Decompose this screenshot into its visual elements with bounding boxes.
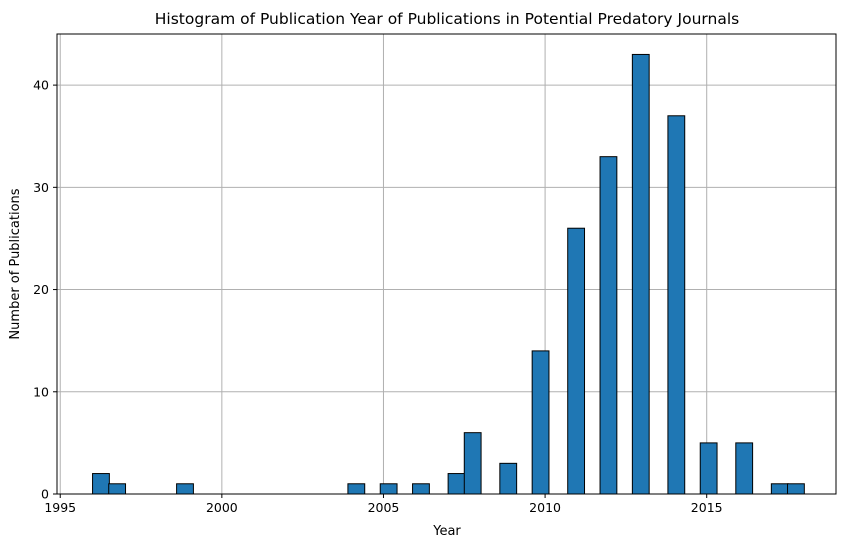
histogram-bar	[379, 483, 398, 495]
plot-frame	[56, 33, 837, 495]
histogram-bar	[770, 483, 789, 495]
histogram-bar	[531, 350, 550, 495]
y-axis-label: Number of Publications	[8, 188, 23, 339]
x-axis-label: Year	[432, 524, 461, 539]
histogram-bar	[631, 53, 650, 495]
histogram-bar	[735, 442, 754, 495]
x-tick-label: 2005	[368, 500, 400, 515]
histogram-bar	[176, 483, 194, 495]
histogram-bar	[412, 483, 430, 495]
y-tick-label: 0	[41, 487, 49, 502]
histogram-bar	[699, 442, 718, 495]
x-tick-label: 2015	[691, 500, 723, 515]
x-tick-label: 2010	[529, 500, 561, 515]
bars	[92, 53, 805, 495]
y-tick-label: 10	[33, 384, 49, 399]
histogram-bar	[567, 227, 586, 495]
y-tick-label: 40	[33, 78, 49, 93]
histogram-bar	[92, 473, 110, 495]
x-axis-ticks: 1995 2000 2005 2010 2015	[44, 494, 723, 515]
histogram-bar	[447, 473, 466, 495]
x-tick-label: 1995	[44, 500, 76, 515]
x-tick-label: 2000	[206, 500, 238, 515]
y-tick-label: 20	[33, 282, 49, 297]
histogram-bar	[108, 483, 127, 495]
y-axis-ticks: 0 10 20 30 40	[33, 78, 57, 502]
histogram-bar	[463, 432, 482, 495]
chart-title: Histogram of Publication Year of Publica…	[155, 10, 739, 28]
histogram-bar	[347, 483, 366, 495]
histogram-bar	[787, 483, 805, 495]
histogram-bar	[599, 156, 618, 495]
y-tick-label: 30	[33, 180, 49, 195]
histogram-bar	[499, 462, 518, 495]
histogram-bar	[667, 115, 686, 495]
